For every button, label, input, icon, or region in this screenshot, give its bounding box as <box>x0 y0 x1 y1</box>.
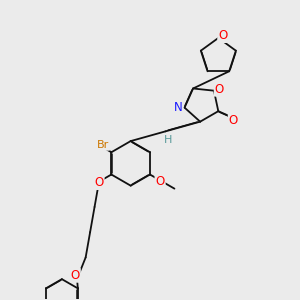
Text: O: O <box>229 114 238 127</box>
Text: Br: Br <box>97 140 109 150</box>
Text: H: H <box>164 135 172 145</box>
Text: O: O <box>155 175 165 188</box>
Text: O: O <box>94 176 103 189</box>
Text: O: O <box>218 29 227 42</box>
Text: O: O <box>70 269 80 282</box>
Text: N: N <box>174 101 182 114</box>
Text: O: O <box>215 83 224 96</box>
